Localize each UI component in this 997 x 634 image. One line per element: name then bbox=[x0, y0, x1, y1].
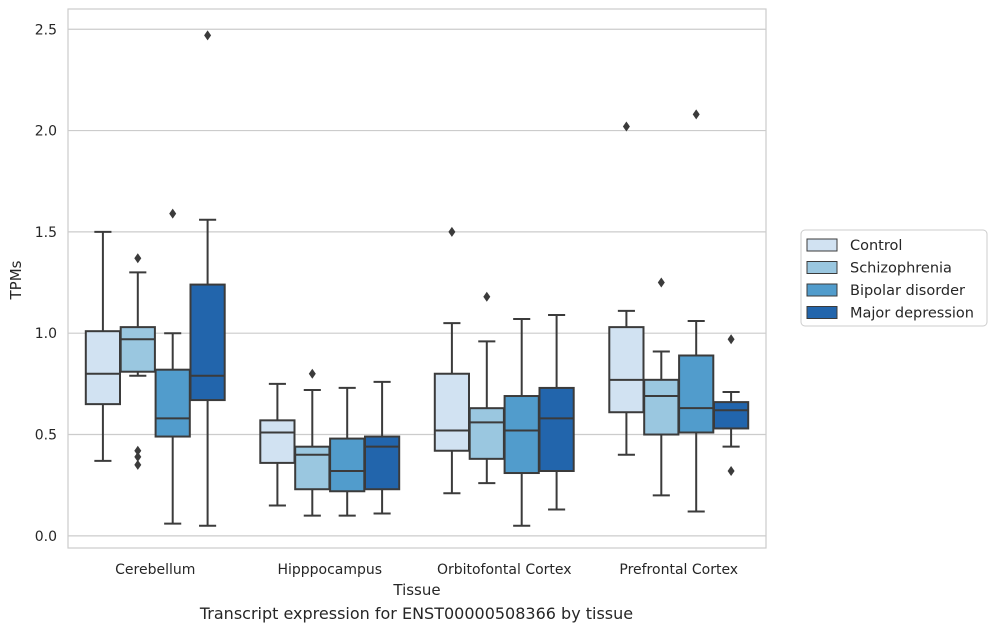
box-groups bbox=[84, 30, 750, 527]
y-tick-label: 1.0 bbox=[35, 326, 57, 342]
box-group bbox=[363, 380, 401, 515]
legend-label: Schizophrenia bbox=[850, 261, 952, 277]
legend-swatch bbox=[806, 261, 838, 274]
y-tick-label: 2.5 bbox=[35, 22, 57, 38]
outlier-point bbox=[448, 226, 456, 237]
outlier-point bbox=[134, 445, 142, 456]
box-group bbox=[712, 334, 750, 476]
legend-swatch bbox=[806, 238, 838, 252]
outlier-point bbox=[134, 459, 142, 470]
box bbox=[608, 326, 645, 414]
box bbox=[84, 330, 122, 406]
y-tick-labels: 0.0 0.5 1.0 1.5 2.0 2.5 bbox=[35, 22, 57, 545]
box-group bbox=[154, 208, 191, 525]
legend-label: Control bbox=[850, 238, 902, 254]
box bbox=[678, 354, 715, 434]
plot-background bbox=[68, 9, 766, 548]
outlier-point bbox=[204, 30, 212, 41]
y-tick-label: 0.5 bbox=[35, 428, 57, 444]
y-tick-label: 0.0 bbox=[35, 529, 57, 545]
box bbox=[259, 419, 296, 464]
x-tick-label: Hipppocampus bbox=[277, 562, 382, 578]
outlier-point bbox=[657, 277, 665, 288]
box bbox=[503, 395, 540, 475]
box bbox=[643, 378, 680, 436]
y-axis-label: TPMs bbox=[7, 260, 25, 300]
x-tick-label: Prefrontal Cortex bbox=[619, 562, 738, 578]
outlier-point bbox=[727, 466, 735, 476]
box bbox=[433, 372, 471, 452]
outlier-point bbox=[169, 208, 177, 219]
x-tick-label: Orbitofontal Cortex bbox=[437, 562, 572, 578]
legend-frame bbox=[800, 229, 988, 327]
box-group bbox=[538, 313, 575, 511]
outlier-point bbox=[727, 334, 735, 345]
box-group bbox=[643, 277, 680, 497]
box-group bbox=[329, 386, 366, 517]
box-group bbox=[503, 318, 540, 527]
box-group bbox=[259, 382, 296, 507]
x-axis-label: Tissue bbox=[392, 581, 440, 599]
outlier-point bbox=[308, 368, 316, 379]
plot-frame bbox=[67, 8, 767, 549]
y-tick-label: 2.0 bbox=[35, 124, 57, 140]
legend-label: Major depression bbox=[850, 306, 974, 322]
legend-swatch bbox=[806, 306, 838, 319]
box bbox=[329, 437, 366, 493]
legend: Control Schizophrenia Bipolar disorder Majo… bbox=[800, 229, 988, 327]
box-group bbox=[189, 30, 226, 527]
box bbox=[119, 326, 156, 373]
box-group bbox=[608, 121, 645, 456]
y-tick-label: 1.5 bbox=[35, 225, 57, 241]
box bbox=[538, 386, 575, 472]
chart-caption: Transcript expression for ENST0000050836… bbox=[199, 604, 634, 623]
box bbox=[189, 283, 226, 402]
outlier-point bbox=[622, 121, 630, 132]
box-group bbox=[678, 109, 715, 513]
x-tick-label: Cerebellum bbox=[115, 562, 195, 578]
box bbox=[363, 435, 401, 491]
legend-swatch bbox=[806, 283, 838, 297]
box-group bbox=[433, 226, 471, 495]
outlier-point bbox=[692, 109, 700, 120]
box bbox=[712, 401, 750, 430]
x-tick-labels: Cerebellum Hipppocampus Orbitofontal Corte… bbox=[115, 562, 738, 578]
legend-label: Bipolar disorder bbox=[850, 283, 965, 299]
outlier-point bbox=[134, 253, 142, 264]
outlier-point bbox=[134, 451, 142, 462]
box bbox=[294, 445, 331, 491]
box bbox=[468, 407, 505, 460]
box-group bbox=[119, 253, 156, 470]
box bbox=[154, 368, 191, 438]
outlier-point bbox=[483, 291, 491, 302]
